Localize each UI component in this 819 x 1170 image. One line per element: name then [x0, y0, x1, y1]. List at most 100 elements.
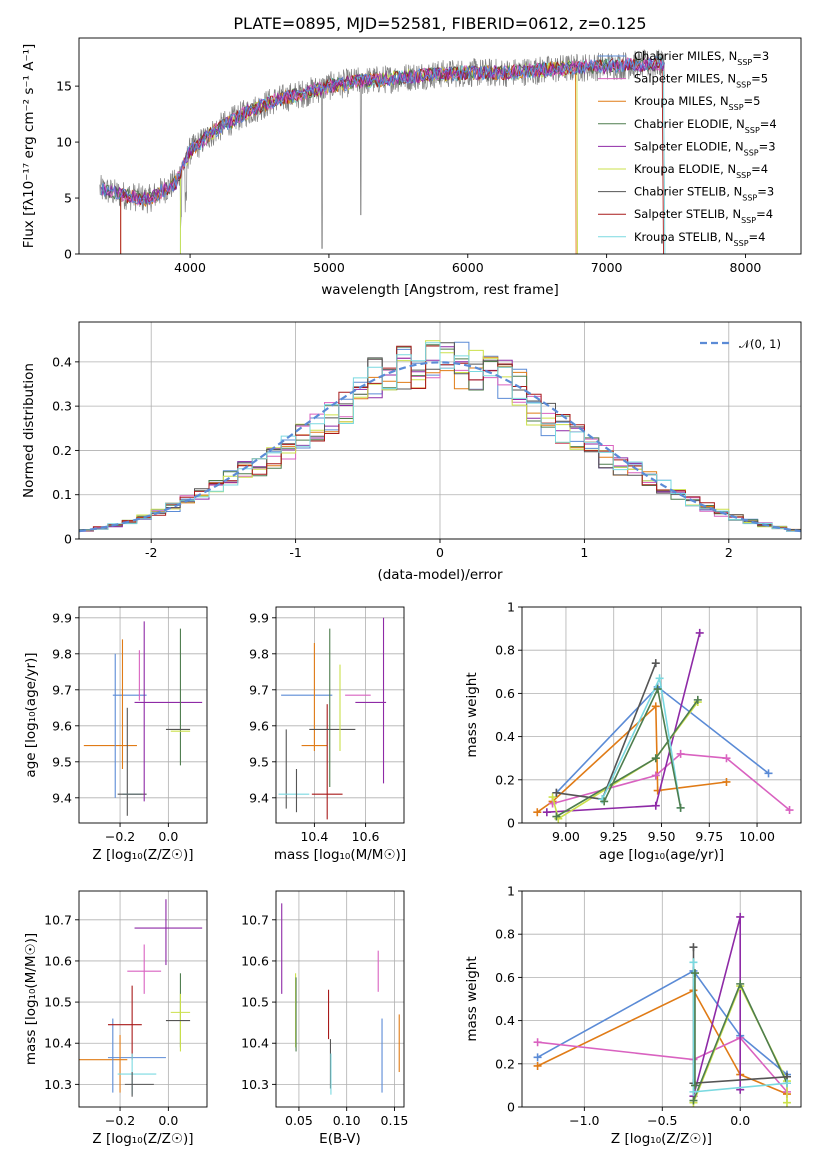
spectrum-model-line: [120, 57, 664, 254]
age_vs_Z-ytick-label: 9.6: [52, 718, 72, 733]
spectrum-model-line: [100, 57, 665, 205]
weight_vs_Z-frame: [521, 890, 802, 1108]
residual-histogram: [79, 342, 801, 539]
weight_vs_age-marker: [651, 771, 660, 780]
spectrum-ytick-label: 10: [56, 135, 72, 150]
residuals-axes: -2 -1 0 1 2 0 0.1 0.2 0.3 0.4 (data-model)/error No…: [21, 321, 802, 583]
mass_vs_Z-xtick-label: −0.2: [105, 1113, 135, 1128]
age_vs_mass-ytick-label: 9.8: [249, 646, 269, 661]
weight_vs_age-series-line: [551, 701, 699, 820]
mass_vs_EBV-xtick-label: 0.10: [333, 1113, 361, 1128]
age_vs_Z-xlabel: Z [log₁₀(Z/Z☉)]: [92, 847, 193, 863]
age_vs_mass-ytick-label: 9.4: [249, 790, 269, 805]
weight_vs_age-marker: [693, 695, 702, 704]
weight_vs_age-xtick-label: 9.75: [695, 829, 723, 844]
weight_vs_age-marker: [785, 806, 794, 815]
spectrum-model-line: [179, 59, 578, 254]
weight_vs_Z-ytick-label: 0.4: [495, 1013, 515, 1028]
mass_vs_EBV-xlabel: E(B-V): [319, 1131, 361, 1147]
weight_vs_age-marker: [695, 628, 704, 637]
weight_vs_Z-ytick-label: 1: [507, 884, 515, 899]
residuals-xtick-label: 2: [725, 545, 733, 560]
weight_vs_age-ytick-label: 1: [507, 600, 515, 615]
spectrum-xlabel: wavelength [Angstrom, rest frame]: [321, 282, 559, 298]
spectrum-xtick-label: 6000: [452, 260, 484, 275]
weight_vs_age-marker: [764, 769, 773, 778]
mass_vs_EBV-ytick-label: 10.3: [241, 1077, 269, 1092]
weight_vs_Z-marker: [533, 1053, 542, 1062]
mass_vs_Z-ytick-label: 10.6: [44, 953, 72, 968]
age_vs_mass-xtick-label: 10.6: [352, 829, 380, 844]
legend-label: Chabrier STELIB, NSSP=3: [634, 185, 774, 203]
weight_vs_Z-marker: [691, 1081, 700, 1090]
weight_vs_Z-marker: [689, 1087, 698, 1096]
mass_vs_EBV-plot-area: [281, 903, 400, 1095]
spectrum-data-line: [99, 48, 666, 249]
spectrum-frame: [78, 37, 802, 255]
mass_vs_EBV-frame: [275, 890, 405, 1108]
weight_vs_age-xtick-label: 9.50: [648, 829, 676, 844]
weight_vs_Z-marker: [782, 1098, 791, 1107]
weight_vs_age-marker: [653, 685, 662, 694]
legend-label: Chabrier ELODIE, NSSP=4: [634, 117, 777, 135]
weight_vs_Z-series-line: [692, 916, 742, 1097]
mass_vs_Z-plot-area: [79, 899, 203, 1097]
spectrum-axes: 4000 5000 6000 7000 8000 0 5 10 15 wavelength [An…: [21, 37, 802, 298]
legend-label: Kroupa STELIB, NSSP=4: [634, 230, 765, 248]
mass_vs_EBV-axes: 0.05 0.10 0.15 10.3 10.4 10.5 10.6 10.7 E(B-V): [241, 890, 408, 1147]
weight_vs_age-ylabel: mass weight: [464, 672, 480, 757]
weight_vs_age-marker: [722, 754, 731, 763]
legend-label: Chabrier MILES, NSSP=3: [634, 49, 769, 67]
weight_vs_Z-series-line: [537, 1036, 788, 1093]
age_vs_mass-xlabel: mass [log₁₀(M/M☉)]: [274, 847, 406, 863]
weight_vs_Z-marker: [689, 958, 698, 967]
weight_vs_age-marker: [552, 788, 561, 797]
weight_vs_Z-xtick-label: −0.5: [647, 1113, 677, 1128]
residuals-ytick-label: 0.2: [52, 443, 72, 458]
weight_vs_Z-ytick-label: 0: [507, 1100, 515, 1115]
residuals-plot-area: [79, 340, 801, 539]
age_vs_mass-ytick-label: 9.6: [249, 718, 269, 733]
spectrum-xtick-label: 8000: [730, 260, 762, 275]
mass_vs_Z-axes: −0.2 0.0 10.3 10.4 10.5 10.6 10.7 Z [log₁₀(Z/Z☉…: [23, 890, 208, 1147]
residuals-xlabel: (data-model)/error: [377, 567, 503, 583]
weight_vs_age-xlabel: age [log₁₀(age/yr)]: [599, 847, 724, 863]
spectrum-plot-area: [99, 48, 666, 254]
mass_vs_EBV-ytick-label: 10.6: [241, 953, 269, 968]
mass_vs_Z-ylabel: mass [log₁₀(M/M☉)]: [23, 933, 39, 1065]
spectrum-ytick-label: 15: [56, 79, 72, 94]
weight_vs_age-marker: [552, 812, 561, 821]
mass_vs_Z-xtick-label: 0.0: [158, 1113, 178, 1128]
mass_vs_Z-frame: [78, 890, 208, 1108]
age_vs_Z-xtick-label: 0.0: [158, 829, 178, 844]
residuals-ytick-label: 0: [64, 532, 72, 547]
spectrum-ytick-label: 0: [64, 247, 72, 262]
residuals-ytick-label: 0.4: [52, 354, 72, 369]
weight_vs_age-series-line: [603, 686, 682, 809]
weight_vs_Z-xtick-label: 0.0: [730, 1113, 750, 1128]
residuals-ylabel: Normed distribution: [21, 363, 37, 498]
age_vs_Z-ytick-label: 9.4: [52, 790, 72, 805]
weight_vs_age-marker: [651, 659, 660, 668]
weight_vs_age-xtick-label: 9.25: [600, 829, 628, 844]
age_vs_mass-plot-area: [278, 617, 387, 820]
age_vs_Z-frame: [78, 606, 208, 824]
age_vs_Z-xtick-label: −0.2: [105, 829, 135, 844]
weight_vs_Z-marker: [689, 1096, 698, 1105]
weight_vs_age-marker: [548, 793, 557, 802]
age_vs_Z-ytick-label: 9.7: [52, 682, 72, 697]
age_vs_mass-axes: 10.4 10.6 9.4 9.5 9.6 9.7 9.8 9.9 mass [log₁₀(M/…: [249, 606, 406, 863]
weight_vs_Z-xlabel: Z [log₁₀(Z/Z☉)]: [611, 1131, 712, 1147]
mass_vs_EBV-xtick-label: 0.05: [285, 1113, 313, 1128]
weight_vs_age-marker: [651, 801, 660, 810]
spectrum-ylabel: Flux [fλ10⁻¹⁷ erg cm⁻² s⁻¹ A⁻¹]: [21, 44, 37, 249]
weight_vs_age-xtick-label: 9.00: [552, 829, 580, 844]
weight_vs_Z-axes: −1.0 −0.5 0.0 0 0.2 0.4 0.6 0.8 1 Z [log₁₀(Z/Z☉)]…: [464, 884, 802, 1147]
weight_vs_age-ytick-label: 0.2: [495, 772, 515, 787]
mass_vs_Z-ytick-label: 10.4: [44, 1036, 72, 1051]
weight_vs_Z-marker: [533, 1038, 542, 1047]
weight_vs_age-marker: [542, 808, 551, 817]
age_vs_mass-ytick-label: 9.9: [249, 610, 269, 625]
mass_vs_Z-ytick-label: 10.3: [44, 1077, 72, 1092]
weight_vs_age-marker: [655, 674, 664, 683]
